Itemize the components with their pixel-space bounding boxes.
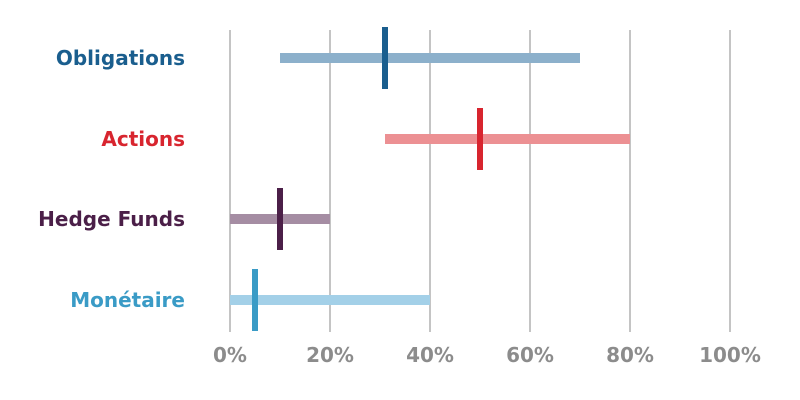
marker-lines [252,27,483,331]
x-tick-label: 0% [213,343,247,367]
range-bar [230,295,430,305]
x-tick-label: 60% [506,343,554,367]
x-tick-label: 80% [606,343,654,367]
x-tick-label: 100% [699,343,761,367]
marker-line [477,108,483,170]
x-tick-label: 20% [306,343,354,367]
marker-line [382,27,388,89]
x-tick-labels: 0% 20% 40% 60% 80% 100% [213,343,761,367]
category-labels: Obligations Actions Hedge Funds Monétaire [38,46,185,312]
range-bar [385,134,630,144]
marker-line [252,269,258,331]
marker-line [277,188,283,250]
range-bar [280,53,580,63]
category-label: Actions [101,127,185,151]
x-tick-label: 40% [406,343,454,367]
category-label: Hedge Funds [38,207,185,231]
grid-lines [229,30,731,332]
category-label: Monétaire [70,288,185,312]
category-label: Obligations [56,46,185,70]
